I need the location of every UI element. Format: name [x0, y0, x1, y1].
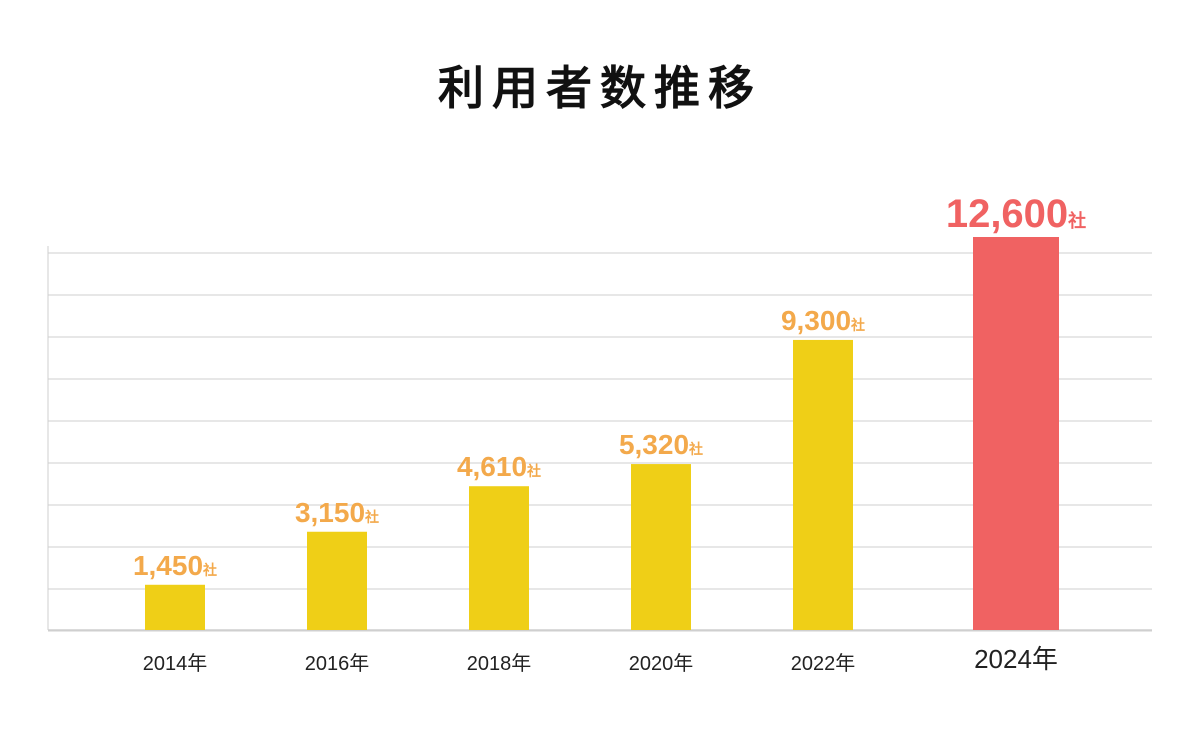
value-number: 9,300 — [781, 305, 851, 336]
x-tick-labels: 2014年 2016年 2018年 2020年 2022年 2024年 — [143, 644, 1058, 675]
bars — [145, 237, 1059, 630]
value-label: 12,600社 — [946, 192, 1086, 236]
value-unit: 社 — [1068, 210, 1086, 232]
chart-title: 利用者数推移 — [438, 61, 762, 115]
value-unit: 社 — [364, 509, 379, 526]
grid-lines — [47, 246, 1152, 632]
value-unit: 社 — [850, 317, 865, 334]
value-unit: 社 — [526, 463, 541, 480]
bar-2018年 — [469, 486, 529, 630]
x-tick-label: 2020年 — [629, 652, 694, 675]
x-tick-label: 2014年 — [143, 652, 208, 675]
bar-2020年 — [631, 464, 691, 630]
bar-2014年 — [145, 584, 205, 630]
value-number: 4,610 — [457, 451, 527, 482]
x-tick-label: 2022年 — [791, 652, 856, 675]
bar-2016年 — [307, 531, 367, 630]
value-unit: 社 — [202, 562, 217, 579]
bar-2024年 — [973, 237, 1059, 630]
value-number: 5,320 — [619, 429, 689, 460]
value-label: 3,150社 — [295, 497, 379, 528]
x-tick-label: 2024年 — [974, 644, 1058, 674]
x-tick-label: 2016年 — [305, 652, 370, 675]
x-tick-label: 2018年 — [467, 652, 532, 675]
value-number: 3,150 — [295, 497, 365, 528]
value-label: 5,320社 — [619, 429, 703, 460]
value-unit: 社 — [688, 441, 703, 458]
value-label: 9,300社 — [781, 305, 865, 336]
value-label: 4,610社 — [457, 451, 541, 482]
value-number: 1,450 — [133, 550, 203, 581]
value-label: 1,450社 — [133, 550, 217, 581]
bar-2022年 — [793, 339, 853, 630]
value-number: 12,600 — [946, 192, 1068, 236]
